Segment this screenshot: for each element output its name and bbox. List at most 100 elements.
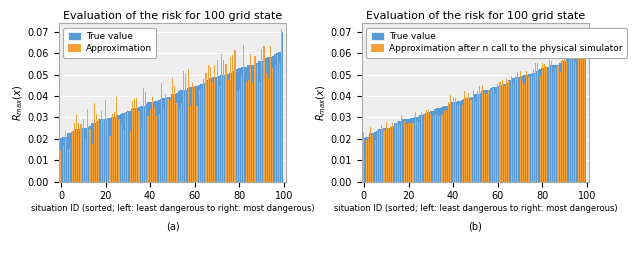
Bar bbox=[456, 101, 459, 182]
Bar bbox=[533, 69, 534, 182]
Bar bbox=[136, 108, 138, 182]
Bar bbox=[120, 124, 122, 182]
Bar bbox=[557, 66, 559, 182]
Bar bbox=[510, 80, 512, 182]
Bar bbox=[486, 90, 488, 182]
Title: Evaluation of the risk for 100 grid state: Evaluation of the risk for 100 grid stat… bbox=[63, 11, 282, 21]
Bar bbox=[261, 49, 262, 182]
Bar bbox=[220, 75, 223, 182]
Bar bbox=[134, 99, 135, 182]
Bar bbox=[461, 100, 463, 182]
Bar bbox=[488, 90, 490, 182]
Bar bbox=[410, 123, 412, 182]
Bar bbox=[234, 50, 236, 182]
Bar bbox=[87, 109, 88, 182]
Bar bbox=[207, 80, 209, 182]
Bar bbox=[562, 60, 563, 182]
Bar bbox=[544, 64, 545, 182]
Bar bbox=[531, 76, 532, 182]
Bar bbox=[577, 46, 579, 182]
Bar bbox=[127, 112, 129, 182]
Bar bbox=[281, 32, 283, 182]
Bar bbox=[212, 77, 214, 182]
Bar bbox=[573, 57, 575, 182]
Bar bbox=[232, 71, 234, 182]
Bar bbox=[201, 88, 202, 182]
Bar bbox=[511, 76, 512, 182]
Bar bbox=[83, 119, 84, 182]
Bar bbox=[194, 86, 196, 182]
Bar bbox=[575, 56, 577, 182]
Bar bbox=[109, 118, 111, 182]
Bar bbox=[276, 55, 278, 182]
Bar bbox=[76, 129, 77, 182]
Bar bbox=[143, 88, 144, 182]
Bar bbox=[412, 124, 413, 182]
Bar bbox=[506, 83, 508, 182]
Bar bbox=[568, 57, 570, 182]
Bar bbox=[196, 106, 198, 182]
Bar bbox=[548, 60, 550, 182]
Bar bbox=[127, 110, 129, 182]
X-axis label: situation ID (sorted; left: least dangerous to right: most dangerous): situation ID (sorted; left: least danger… bbox=[31, 204, 314, 213]
Bar bbox=[417, 121, 418, 182]
Bar bbox=[405, 119, 408, 182]
Bar bbox=[123, 130, 124, 182]
Bar bbox=[378, 129, 381, 182]
Bar bbox=[577, 54, 579, 182]
Bar bbox=[582, 52, 583, 182]
Bar bbox=[396, 123, 399, 182]
Bar bbox=[435, 114, 436, 182]
Bar bbox=[138, 110, 140, 182]
Bar bbox=[129, 110, 131, 182]
Bar bbox=[252, 65, 254, 182]
Bar bbox=[461, 106, 463, 182]
Bar bbox=[245, 67, 247, 182]
Bar bbox=[265, 57, 268, 182]
Bar bbox=[205, 80, 207, 182]
Bar bbox=[383, 128, 385, 182]
Bar bbox=[515, 77, 516, 182]
Bar bbox=[551, 61, 552, 182]
Bar bbox=[475, 101, 476, 182]
Bar bbox=[156, 101, 158, 182]
Bar bbox=[421, 115, 423, 182]
Bar bbox=[433, 116, 434, 182]
Bar bbox=[134, 108, 136, 182]
Bar bbox=[266, 73, 267, 182]
Bar bbox=[179, 109, 180, 182]
X-axis label: situation ID (sorted; left: least dangerous to right: most dangerous): situation ID (sorted; left: least danger… bbox=[333, 204, 617, 213]
Bar bbox=[105, 100, 106, 182]
Bar bbox=[470, 98, 472, 182]
Bar bbox=[180, 90, 182, 182]
Bar bbox=[259, 82, 260, 182]
Bar bbox=[516, 77, 519, 182]
Bar bbox=[534, 71, 537, 182]
Bar bbox=[82, 128, 84, 182]
Bar bbox=[566, 61, 568, 182]
Bar bbox=[100, 119, 102, 182]
Bar bbox=[131, 109, 134, 182]
Bar bbox=[581, 52, 584, 182]
Bar bbox=[474, 94, 477, 182]
Bar bbox=[236, 69, 238, 182]
Bar bbox=[238, 68, 241, 182]
Bar bbox=[452, 97, 454, 182]
Bar bbox=[154, 101, 156, 182]
Bar bbox=[417, 117, 419, 182]
Bar bbox=[517, 72, 518, 182]
Bar bbox=[579, 53, 581, 182]
Bar bbox=[522, 81, 523, 182]
Bar bbox=[515, 79, 516, 182]
Bar bbox=[250, 54, 251, 182]
Bar bbox=[192, 83, 193, 182]
Bar bbox=[376, 131, 378, 182]
Bar bbox=[209, 79, 212, 182]
Bar bbox=[114, 112, 115, 182]
Bar bbox=[495, 94, 496, 182]
Bar bbox=[257, 64, 258, 182]
Bar bbox=[399, 125, 400, 182]
Bar bbox=[486, 94, 487, 182]
Bar bbox=[85, 138, 86, 182]
Bar bbox=[274, 54, 276, 182]
